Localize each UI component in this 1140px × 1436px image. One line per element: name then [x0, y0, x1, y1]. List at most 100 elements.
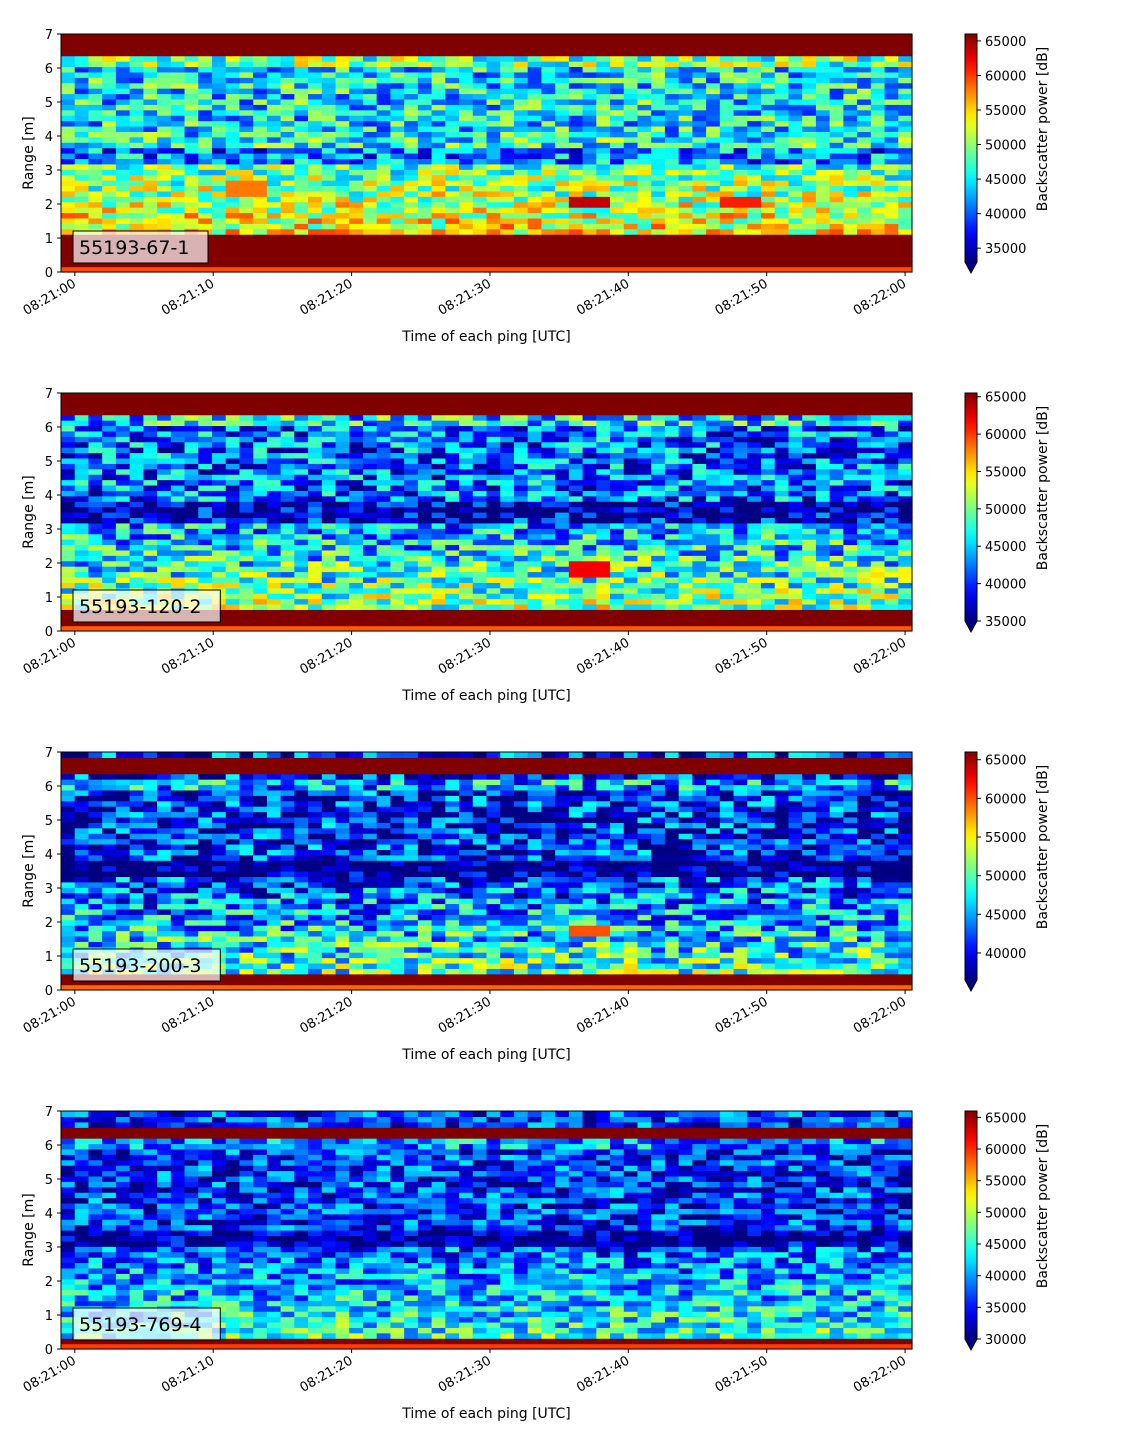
heatmap-cell [513, 228, 529, 235]
heatmap-cell [486, 61, 501, 68]
heatmap-cell [404, 447, 419, 454]
heatmap-cell [706, 403, 721, 410]
heatmap-cell [692, 261, 707, 268]
heatmap-cell [102, 39, 117, 46]
heatmap-cell [541, 544, 556, 551]
heatmap-cell [651, 457, 666, 464]
heatmap-cell [211, 266, 227, 273]
heatmap-cell [308, 576, 323, 583]
heatmap-cell [198, 104, 213, 111]
heatmap-cell [692, 255, 707, 262]
heatmap-cell [321, 484, 337, 491]
heatmap-cell [500, 593, 515, 600]
heatmap-cell [88, 430, 103, 437]
heatmap-cell [761, 255, 776, 262]
heatmap-cell [678, 180, 693, 187]
heatmap-cell [568, 142, 584, 149]
heatmap-cell [239, 409, 254, 416]
heatmap-cell [308, 98, 323, 105]
heatmap-cell [198, 125, 213, 132]
heatmap-cell [610, 571, 625, 578]
heatmap-cell [88, 566, 103, 573]
heatmap-cell [115, 201, 131, 208]
heatmap-cell [733, 142, 748, 149]
heatmap-cell [610, 77, 625, 84]
heatmap-cell [61, 239, 76, 246]
heatmap-cell [417, 625, 433, 632]
heatmap-cell [157, 153, 172, 160]
heatmap-cell [308, 430, 323, 437]
heatmap-cell [266, 180, 282, 187]
heatmap-cell [843, 185, 858, 192]
heatmap-cell [486, 576, 501, 583]
heatmap-cell [898, 228, 913, 235]
heatmap-cell [472, 34, 488, 41]
heatmap-cell [637, 484, 652, 491]
heatmap-cell [321, 185, 337, 192]
heatmap-cell [733, 50, 748, 57]
heatmap-cell [445, 180, 460, 187]
heatmap-cell [884, 185, 899, 192]
heatmap-cell [459, 109, 474, 116]
heatmap-cell [445, 212, 460, 219]
heatmap-cell [610, 88, 625, 95]
heatmap-cell [88, 544, 103, 551]
heatmap-cell [253, 109, 268, 116]
heatmap-cell [239, 398, 254, 405]
heatmap-cell [404, 39, 419, 46]
heatmap-cell [527, 88, 543, 95]
heatmap-cell [170, 109, 186, 116]
heatmap-cell [404, 180, 419, 187]
heatmap-cell [74, 201, 90, 208]
heatmap-cell [706, 153, 721, 160]
heatmap-cell [747, 61, 762, 68]
heatmap-cell [706, 147, 721, 154]
heatmap-cell [390, 484, 405, 491]
heatmap-cell [623, 125, 639, 132]
heatmap-cell [733, 457, 748, 464]
heatmap-cell [445, 163, 460, 170]
heatmap-cell [61, 250, 76, 257]
heatmap-cell [870, 212, 886, 219]
heatmap-cell [637, 490, 652, 497]
heatmap-cell [431, 533, 446, 540]
heatmap-cell [102, 153, 117, 160]
heatmap-cell [211, 131, 227, 138]
heatmap-cell [211, 169, 227, 176]
heatmap-cell [431, 566, 446, 573]
heatmap-cell [568, 625, 584, 632]
heatmap-cell [651, 169, 666, 176]
heatmap-cell [170, 82, 186, 89]
heatmap-cell [390, 217, 405, 224]
heatmap-cell [829, 185, 844, 192]
heatmap-cell [527, 528, 543, 535]
heatmap-cell [761, 39, 776, 46]
heatmap-cell [610, 560, 625, 567]
heatmap-cell [651, 93, 666, 100]
heatmap-cell [74, 77, 90, 84]
heatmap-cell [321, 598, 337, 605]
heatmap-cell [253, 88, 268, 95]
heatmap-cell [390, 533, 405, 540]
heatmap-cell [198, 44, 213, 51]
heatmap-cell [651, 614, 666, 621]
heatmap-cell [143, 44, 158, 51]
heatmap-cell [157, 71, 172, 78]
heatmap-cell [596, 398, 611, 405]
heatmap-cell [527, 490, 543, 497]
heatmap-cell [61, 44, 76, 51]
heatmap-cell [637, 501, 652, 508]
heatmap-cell [747, 234, 762, 241]
heatmap-cell [472, 71, 488, 78]
heatmap-cell [211, 228, 227, 235]
heatmap-cell [253, 250, 268, 257]
heatmap-cell [390, 398, 405, 405]
heatmap-cell [582, 61, 597, 68]
heatmap-cell [582, 131, 597, 138]
heatmap-cell [445, 55, 460, 62]
heatmap-cell [321, 593, 337, 600]
heatmap-cell [184, 190, 199, 197]
heatmap-cell [651, 479, 666, 486]
heatmap-cell [637, 125, 652, 132]
heatmap-cell [404, 228, 419, 235]
